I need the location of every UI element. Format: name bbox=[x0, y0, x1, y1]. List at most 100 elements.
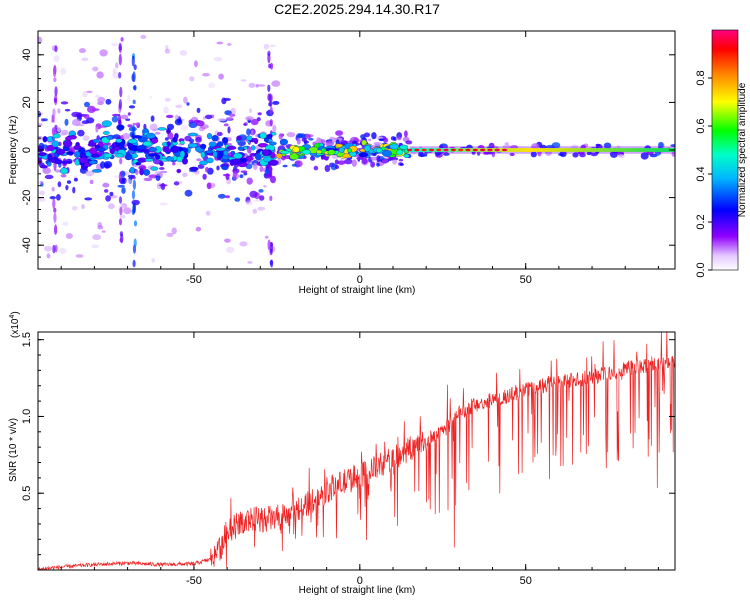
spectrogram-speckle bbox=[370, 161, 375, 168]
spectrogram-blob bbox=[150, 166, 159, 171]
spectrogram-blob bbox=[382, 149, 392, 157]
spectrogram-speckle bbox=[373, 153, 377, 156]
spectrogram-speckle bbox=[165, 114, 174, 119]
spectrogram-speckle bbox=[363, 132, 371, 138]
spectrogram-blob bbox=[127, 138, 138, 144]
spectrogram-speckle bbox=[171, 227, 177, 235]
spectrogram-blob bbox=[316, 149, 323, 154]
spectrogram-blob bbox=[261, 149, 269, 156]
spectrogram-blob bbox=[114, 153, 124, 158]
spectrogram-xtick-label: 50 bbox=[520, 274, 532, 286]
spectrogram-speckle bbox=[62, 221, 69, 226]
spectrogram-blob bbox=[42, 136, 48, 143]
spectrogram-speckle bbox=[91, 244, 99, 249]
spectrogram-blob bbox=[46, 161, 52, 167]
spectrogram-speckle bbox=[81, 57, 89, 62]
spectrogram-blob bbox=[215, 147, 226, 152]
spectrogram-speckle bbox=[213, 57, 223, 62]
spectrogram-speckle bbox=[82, 135, 90, 141]
spectrogram-blob bbox=[51, 140, 60, 148]
spectrogram-blob bbox=[144, 158, 154, 162]
spectrogram-streak bbox=[268, 93, 272, 103]
snr-ytick-label: 1.5 bbox=[21, 332, 33, 347]
spectrogram-speckle bbox=[246, 177, 253, 185]
spectrogram-speckle bbox=[250, 118, 259, 126]
spectrogram-speckle bbox=[376, 155, 381, 163]
spectrogram-speckle bbox=[104, 189, 109, 193]
spectrogram-speckle bbox=[121, 187, 126, 194]
spectrogram-speckle bbox=[259, 165, 264, 173]
spectrogram-streak bbox=[269, 171, 273, 178]
carrier-peak bbox=[472, 148, 478, 152]
spectrogram-ticks: -50 0 50 -40 -20 0 20 40 bbox=[21, 30, 675, 286]
spectrogram-streak bbox=[133, 85, 137, 91]
spectrogram-panel: -50 0 50 -40 -20 0 20 40 Height of straight lin… bbox=[8, 30, 676, 296]
spectrogram-speckle bbox=[128, 105, 135, 109]
spectrogram-streak bbox=[53, 65, 57, 78]
spectrogram-speckle bbox=[95, 126, 99, 133]
spectrogram-blob bbox=[376, 147, 383, 153]
spectrogram-speckle bbox=[217, 193, 226, 199]
snr-series-line bbox=[38, 332, 675, 570]
spectrogram-speckle bbox=[158, 167, 165, 170]
colorbar-tick-label: 0.2 bbox=[695, 214, 707, 229]
spectrogram-streak bbox=[118, 99, 122, 110]
spectrogram-speckle bbox=[159, 202, 168, 206]
snr-xtick-label: -50 bbox=[186, 575, 202, 587]
spectrogram-speckle bbox=[115, 62, 119, 69]
spectrogram-streak bbox=[119, 231, 123, 237]
spectrogram-streak bbox=[269, 106, 273, 115]
spectrogram-speckle bbox=[572, 152, 579, 158]
spectrogram-speckle bbox=[216, 131, 223, 137]
spectrogram-blob bbox=[236, 135, 242, 141]
spectrogram-blob bbox=[129, 166, 135, 174]
spectrogram-blob bbox=[221, 165, 229, 171]
spectrogram-speckle bbox=[151, 258, 155, 263]
spectrogram-speckle bbox=[504, 142, 509, 146]
spectrogram-speckle bbox=[218, 73, 224, 80]
spectrogram-speckle bbox=[250, 130, 254, 136]
spectrogram-speckle bbox=[108, 203, 115, 210]
spectrogram-speckle bbox=[195, 136, 202, 143]
spectrogram-speckle bbox=[208, 82, 216, 89]
spectrogram-speckle bbox=[376, 162, 380, 167]
spectrogram-blob bbox=[89, 147, 98, 155]
spectrogram-speckle bbox=[247, 261, 253, 264]
spectrogram-speckle bbox=[259, 195, 265, 201]
spectrogram-streak bbox=[133, 220, 138, 227]
spectrogram-streak bbox=[51, 127, 56, 136]
spectrogram-speckle bbox=[360, 134, 366, 140]
spectrogram-speckle bbox=[92, 234, 102, 241]
spectrogram-speckle bbox=[112, 71, 121, 79]
spectrogram-speckle bbox=[248, 82, 256, 88]
spectrogram-speckle bbox=[257, 112, 262, 116]
spectrogram-speckle bbox=[397, 136, 402, 141]
spectrogram-speckle bbox=[82, 90, 88, 98]
spectrogram-speckle bbox=[263, 43, 270, 50]
spectrogram-speckle bbox=[361, 157, 368, 165]
spectrogram-streak bbox=[119, 157, 123, 165]
spectrogram-speckle bbox=[143, 177, 153, 182]
carrier-peak bbox=[407, 148, 413, 152]
spectrogram-speckle bbox=[38, 36, 43, 44]
spectrogram-speckle bbox=[222, 173, 231, 177]
spectrogram-blob bbox=[237, 146, 244, 151]
spectrogram-speckle bbox=[545, 144, 555, 149]
spectrogram-speckle bbox=[64, 108, 71, 112]
spectrogram-speckle bbox=[257, 206, 266, 211]
spectrogram-speckle bbox=[609, 150, 618, 158]
spectrogram-speckle bbox=[269, 44, 276, 47]
spectrogram-speckle bbox=[271, 80, 281, 87]
spectrogram-speckle bbox=[344, 158, 353, 165]
spectrogram-blob bbox=[359, 148, 366, 153]
spectrogram-speckle bbox=[224, 110, 232, 116]
spectrogram-speckle bbox=[92, 66, 99, 72]
spectrogram-speckle bbox=[202, 173, 207, 180]
spectrogram-speckle bbox=[61, 161, 71, 164]
spectrogram-speckle bbox=[84, 197, 93, 201]
spectrogram-blob bbox=[39, 164, 48, 169]
spectrogram-blob bbox=[280, 150, 290, 155]
spectrogram-speckle bbox=[296, 133, 304, 139]
spectrogram-blob bbox=[166, 129, 171, 134]
spectrogram-speckle bbox=[243, 123, 247, 126]
